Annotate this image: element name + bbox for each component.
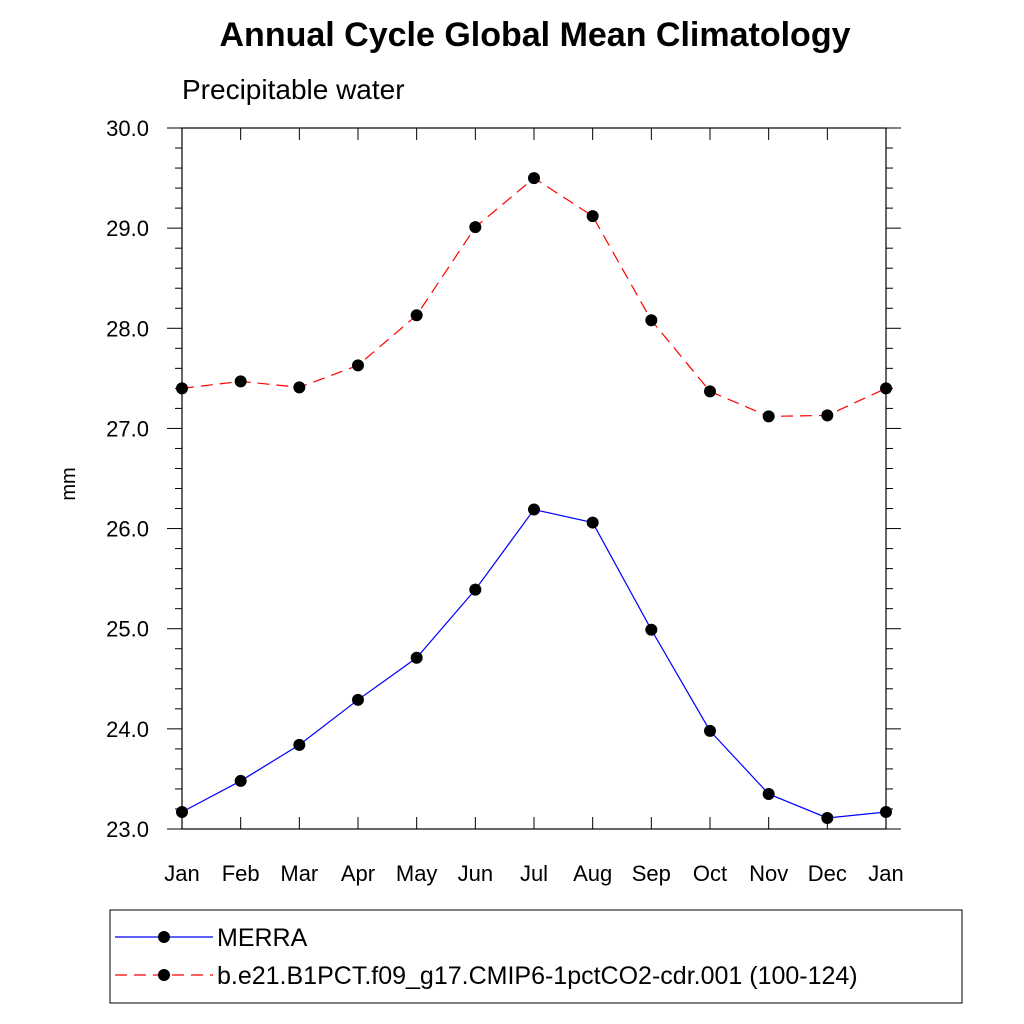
data-point [645,314,658,327]
x-tick-labels: Jan Feb Mar Apr May Jun Jul Aug Sep Oct Nov Dec Jan [164,861,903,886]
legend-marker [158,931,170,943]
data-point [645,623,658,636]
x-tick-label: Oct [693,861,727,886]
y-tick-label: 30.0 [106,116,149,141]
data-point [704,385,716,398]
x-tick-label: Mar [280,861,318,886]
data-point [821,811,834,824]
chart-title: Annual Cycle Global Mean Climatology [220,16,851,54]
data-point [410,651,423,664]
data-point [469,583,482,596]
x-tick-label: Dec [808,861,847,886]
x-tick-label: Sep [632,861,671,886]
x-tick-label: Jun [458,861,493,886]
data-point [469,221,482,234]
x-tick-label: Apr [341,861,375,886]
data-point [352,693,364,706]
series-1 [176,172,892,423]
series-layer [176,172,892,824]
data-point [234,375,247,388]
data-point [410,309,423,322]
data-point [293,738,306,751]
data-point [762,787,775,800]
x-tick-label: Nov [749,861,788,886]
y-tick-label: 26.0 [106,517,149,542]
x-tick-label: Jan [164,861,199,886]
x-tick-label: Jul [520,861,548,886]
data-point [586,210,599,223]
data-point [176,382,188,395]
y-tick-label: 27.0 [106,416,149,441]
x-tick-label: Jan [868,861,903,886]
y-tick-labels: 23.0 24.0 25.0 26.0 27.0 28.0 29.0 30.0 [106,116,149,842]
legend-box [109,909,963,1004]
legend-label: b.e21.B1PCT.f09_g17.CMIP6-1pctCO2-cdr.00… [217,962,858,990]
legend-marker [158,969,170,981]
legend-item: MERRA [115,924,308,952]
y-tick-label: 23.0 [106,817,149,842]
data-point [528,503,540,516]
y-tick-label: 24.0 [106,717,149,742]
data-point [234,774,247,787]
data-point [880,805,892,818]
data-point [352,359,364,372]
x-tick-label: Feb [222,861,260,886]
data-point [821,409,834,422]
legend-item: b.e21.B1PCT.f09_g17.CMIP6-1pctCO2-cdr.00… [115,962,858,990]
plot-frame [181,127,887,830]
x-tick-label: May [396,861,438,886]
series-0 [176,503,892,824]
data-point [176,805,188,818]
data-point [762,410,775,423]
data-point [293,381,306,394]
axis-ticks [167,127,901,830]
series-line [181,508,887,819]
y-tick-label: 25.0 [106,617,149,642]
data-point [528,172,540,185]
data-point [704,724,716,737]
y-axis-label: mm [58,467,80,500]
data-point [880,382,892,395]
series-line [181,177,887,418]
y-tick-label: 29.0 [106,216,149,241]
legend-label: MERRA [217,924,308,952]
chart-subtitle: Precipitable water [182,74,405,105]
legend: MERRA b.e21.B1PCT.f09_g17.CMIP6-1pctCO2-c… [115,924,858,990]
y-tick-label: 28.0 [106,316,149,341]
x-tick-label: Aug [573,861,612,886]
data-point [586,516,599,529]
